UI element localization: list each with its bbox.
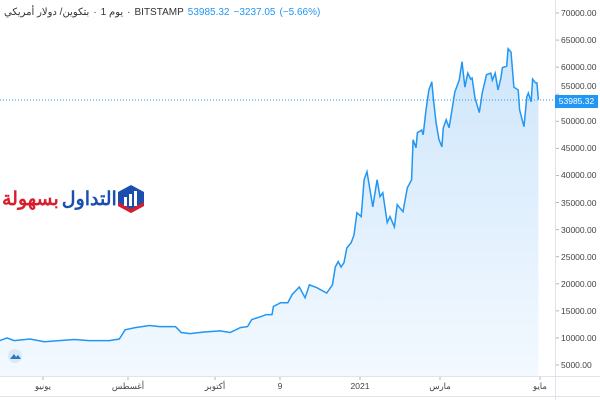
x-tick-label: مايو <box>533 381 547 391</box>
last-price: 53985.32 <box>187 7 230 18</box>
y-tick-label: 55000.00 <box>561 81 597 91</box>
y-tick-label: 60000.00 <box>561 62 597 73</box>
interval[interactable]: يوم 1 <box>100 7 124 18</box>
price-change: −3237.05 <box>233 7 276 18</box>
price-change-percent: (−5.66%) <box>279 7 321 18</box>
y-tick-label: 65000.00 <box>561 35 597 46</box>
y-tick-label: 35000.00 <box>561 197 597 208</box>
y-tick-label: 5000.00 <box>561 360 592 370</box>
current-price-label: 53985.32 <box>555 95 598 108</box>
y-tick-label: 50000.00 <box>561 116 597 127</box>
chart-bars-logo-icon <box>117 185 144 213</box>
separator: · <box>93 7 97 18</box>
watermark-logo: التداول بسهولة <box>2 184 145 214</box>
logo-text-main: التداول <box>61 188 117 210</box>
chart-header: بتكوين/ دولار أمريكي · يوم 1 · BITSTAMP … <box>4 7 320 18</box>
x-tick-label: 9 <box>277 381 283 391</box>
x-tick-label: مارس <box>429 381 451 391</box>
y-tick-label: 10000.00 <box>561 332 597 343</box>
y-tick-label: 70000.00 <box>561 8 597 18</box>
logo-text-accent: بسهولة <box>2 188 59 210</box>
symbol-name[interactable]: بتكوين/ دولار أمريكي <box>4 7 90 18</box>
y-tick-label: 30000.00 <box>561 224 597 235</box>
x-tick-label: أكتوبر <box>204 381 226 391</box>
y-tick-label: 20000.00 <box>561 278 597 289</box>
separator: · <box>127 7 131 18</box>
y-tick-label: 40000.00 <box>561 170 597 181</box>
price-line <box>0 46 540 343</box>
y-tick-label: 25000.00 <box>561 251 597 262</box>
x-tick-label: يونيو <box>34 381 52 391</box>
tradingview-logo-icon[interactable] <box>8 349 22 363</box>
y-tick-label: 15000.00 <box>561 305 597 316</box>
price-area-fill <box>0 48 539 376</box>
x-tick-label: 2021 <box>350 381 370 391</box>
y-tick-label: 45000.00 <box>561 143 597 154</box>
exchange: BITSTAMP <box>134 7 184 18</box>
x-tick-label: أغسطس <box>111 381 145 391</box>
